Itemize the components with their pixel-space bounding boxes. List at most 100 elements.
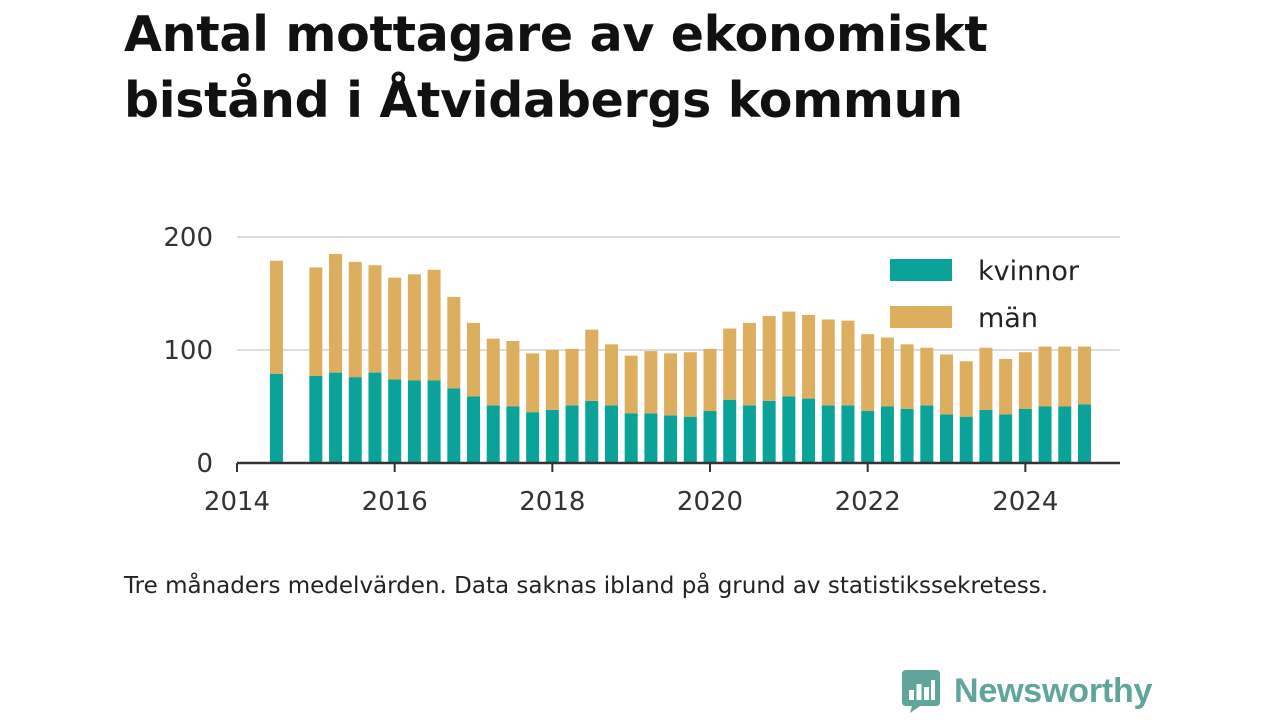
bar-man-2017-Q2 <box>506 340 520 407</box>
bar-kvinnor-2021-Q4 <box>861 411 875 463</box>
gridlines <box>237 236 1120 351</box>
bar-kvinnor-2023-Q2 <box>979 409 993 463</box>
bar-man-2021-Q3 <box>841 320 855 406</box>
bar-kvinnor-2021-Q2 <box>821 405 835 463</box>
bar-kvinnor-2024-Q3 <box>1077 404 1091 463</box>
x-tick-label-2016: 2016 <box>362 487 428 517</box>
bar-man-2016-Q4 <box>467 322 481 397</box>
bar-man-2023-Q1 <box>959 361 973 417</box>
bar-kvinnor-2022-Q4 <box>940 414 954 463</box>
bar-kvinnor-2019-Q2 <box>664 415 678 463</box>
x-tick-label-2022: 2022 <box>835 487 901 517</box>
bar-kvinnor-2020-Q3 <box>762 400 776 463</box>
bar-man-2019-Q4 <box>703 348 717 412</box>
y-axis-ticks: 0 100 200 <box>163 223 213 479</box>
bar-man-2023-Q4 <box>1018 352 1032 409</box>
y-tick-label-0: 0 <box>196 449 213 479</box>
bar-man-2024-Q1 <box>1038 346 1052 407</box>
bar-kvinnor-2014-Q2 <box>269 373 283 463</box>
bar-kvinnor-2015-Q2 <box>348 377 362 463</box>
bar-kvinnor-2015-Q3 <box>368 372 382 463</box>
bar-kvinnor-2022-Q1 <box>880 406 894 463</box>
bar-kvinnor-2020-Q1 <box>723 399 737 463</box>
legend-swatch-kvinnor <box>890 259 952 281</box>
y-tick-label-200: 200 <box>163 223 213 253</box>
bar-man-2023-Q2 <box>979 347 993 410</box>
bar-man-2015-Q1 <box>329 253 343 373</box>
bar-kvinnor-2020-Q2 <box>742 405 756 463</box>
bar-man-2017-Q1 <box>486 338 500 406</box>
bar-kvinnor-2024-Q1 <box>1038 406 1052 463</box>
bar-man-2020-Q2 <box>742 322 756 406</box>
bar-man-2021-Q1 <box>802 314 816 399</box>
bar-kvinnor-2015-Q4 <box>388 379 402 463</box>
bar-kvinnor-2016-Q1 <box>407 380 421 463</box>
bar-man-2023-Q3 <box>999 359 1013 415</box>
bar-kvinnor-2023-Q3 <box>999 414 1013 463</box>
brand-name: Newsworthy <box>954 671 1153 710</box>
bar-man-2015-Q4 <box>388 277 402 380</box>
bar-kvinnor-2021-Q3 <box>841 405 855 463</box>
legend-label-man: män <box>978 303 1038 334</box>
bar-kvinnor-2017-Q1 <box>486 405 500 463</box>
bar-man-2024-Q3 <box>1077 346 1091 405</box>
bar-kvinnor-2022-Q3 <box>920 405 934 463</box>
bar-kvinnor-2017-Q3 <box>526 412 540 463</box>
bar-kvinnor-2022-Q2 <box>900 408 914 463</box>
bar-man-2019-Q1 <box>644 351 658 414</box>
bar-kvinnor-2019-Q4 <box>703 411 717 463</box>
x-tick-label-2014: 2014 <box>204 487 270 517</box>
bar-man-2014-Q2 <box>269 260 283 374</box>
bar-man-2021-Q2 <box>821 319 835 406</box>
bar-man-2022-Q4 <box>940 354 954 415</box>
bar-man-2016-Q3 <box>447 296 461 389</box>
bar-kvinnor-2019-Q1 <box>644 413 658 463</box>
bar-man-2021-Q4 <box>861 334 875 412</box>
bar-man-2018-Q4 <box>624 355 638 414</box>
legend: kvinnor män <box>890 256 1080 334</box>
newsworthy-chart-logo-icon <box>902 670 940 713</box>
bar-kvinnor-2024-Q2 <box>1058 406 1072 463</box>
bar-man-2018-Q3 <box>604 344 618 406</box>
bar-man-2018-Q1 <box>565 348 579 406</box>
bars <box>269 253 1091 463</box>
bar-man-2019-Q2 <box>664 353 678 416</box>
bar-kvinnor-2015-Q1 <box>329 372 343 463</box>
bar-man-2014-Q4 <box>309 267 323 376</box>
bar-kvinnor-2016-Q3 <box>447 388 461 463</box>
bar-kvinnor-2018-Q3 <box>604 405 618 463</box>
bar-man-2020-Q4 <box>782 311 796 397</box>
bar-man-2016-Q1 <box>407 274 421 381</box>
bar-kvinnor-2021-Q1 <box>802 398 816 463</box>
bar-kvinnor-2017-Q2 <box>506 406 520 463</box>
legend-swatch-man <box>890 306 952 328</box>
bar-kvinnor-2016-Q2 <box>427 380 441 463</box>
bar-man-2016-Q2 <box>427 269 441 381</box>
brand-logo: Newsworthy <box>900 668 1152 714</box>
bar-man-2017-Q4 <box>545 350 559 410</box>
bar-man-2024-Q2 <box>1058 346 1072 407</box>
bar-kvinnor-2018-Q1 <box>565 405 579 463</box>
legend-label-kvinnor: kvinnor <box>978 256 1080 287</box>
bar-man-2018-Q2 <box>585 329 599 401</box>
bar-kvinnor-2016-Q4 <box>467 396 481 463</box>
bar-man-2022-Q2 <box>900 344 914 409</box>
bar-man-2017-Q3 <box>526 353 540 413</box>
bar-man-2019-Q3 <box>683 352 697 417</box>
bar-man-2022-Q3 <box>920 347 934 406</box>
bar-kvinnor-2017-Q4 <box>545 409 559 463</box>
x-tick-label-2024: 2024 <box>992 487 1058 517</box>
x-tick-label-2018: 2018 <box>519 487 585 517</box>
bar-man-2020-Q3 <box>762 316 776 401</box>
bar-kvinnor-2014-Q4 <box>309 375 323 463</box>
bar-kvinnor-2018-Q4 <box>624 413 638 463</box>
x-tick-label-2020: 2020 <box>677 487 743 517</box>
bar-kvinnor-2023-Q4 <box>1018 408 1032 463</box>
stacked-bar-chart: 2014 2016 2018 2020 2022 2024 0 100 200 kvinnor… <box>163 223 1120 517</box>
bar-man-2020-Q1 <box>723 328 737 400</box>
chart-caption: Tre månaders medelvärden. Data saknas ib… <box>124 573 1049 599</box>
bar-man-2015-Q3 <box>368 265 382 373</box>
y-tick-label-100: 100 <box>163 336 213 366</box>
bar-man-2015-Q2 <box>348 261 362 378</box>
x-axis-ticks: 2014 2016 2018 2020 2022 2024 <box>204 463 1058 517</box>
